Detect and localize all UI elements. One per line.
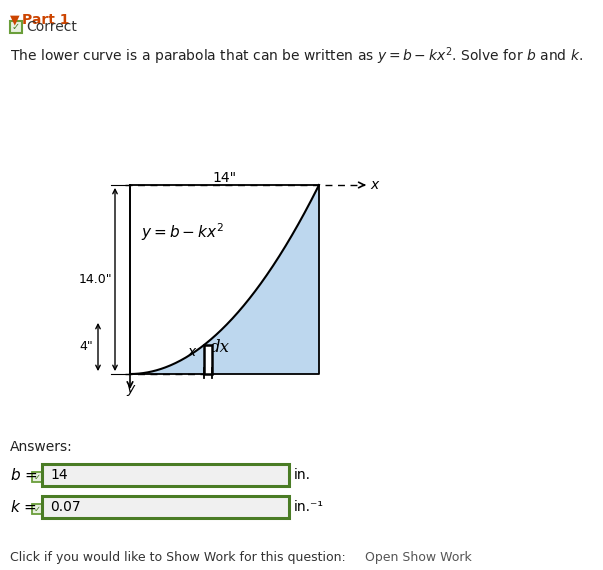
FancyBboxPatch shape (10, 21, 22, 33)
FancyBboxPatch shape (32, 472, 42, 482)
Text: Correct: Correct (26, 20, 77, 34)
FancyBboxPatch shape (42, 464, 289, 486)
Text: 14: 14 (50, 468, 68, 482)
Text: Click if you would like to Show Work for this question:: Click if you would like to Show Work for… (10, 552, 346, 564)
Text: ▼: ▼ (10, 13, 20, 26)
Text: in.: in. (294, 468, 311, 482)
Text: 14": 14" (212, 171, 236, 185)
Text: Answers:: Answers: (10, 440, 73, 454)
Text: x: x (370, 178, 378, 192)
Text: ✓: ✓ (34, 504, 40, 514)
Text: 4": 4" (79, 340, 93, 353)
Text: Part 1: Part 1 (22, 13, 69, 27)
Text: The lower curve is a parabola that can be written as $y = b - kx^2$. Solve for $: The lower curve is a parabola that can b… (10, 45, 583, 67)
Text: in.⁻¹: in.⁻¹ (294, 500, 324, 514)
Polygon shape (130, 185, 319, 374)
Text: ✓: ✓ (12, 22, 20, 32)
FancyBboxPatch shape (204, 345, 212, 374)
Text: ✓: ✓ (34, 473, 40, 482)
Text: y: y (126, 382, 134, 396)
Text: 14.0": 14.0" (78, 273, 112, 286)
Text: dx: dx (210, 340, 230, 356)
Text: $b$ =: $b$ = (10, 467, 37, 483)
Text: Open Show Work: Open Show Work (365, 552, 472, 564)
Text: x: x (188, 345, 196, 359)
Text: $k$ =: $k$ = (10, 499, 37, 515)
FancyBboxPatch shape (32, 504, 42, 514)
Text: $y = b - kx^2$: $y = b - kx^2$ (140, 221, 224, 243)
FancyBboxPatch shape (42, 496, 289, 518)
Text: 0.07: 0.07 (50, 500, 81, 514)
